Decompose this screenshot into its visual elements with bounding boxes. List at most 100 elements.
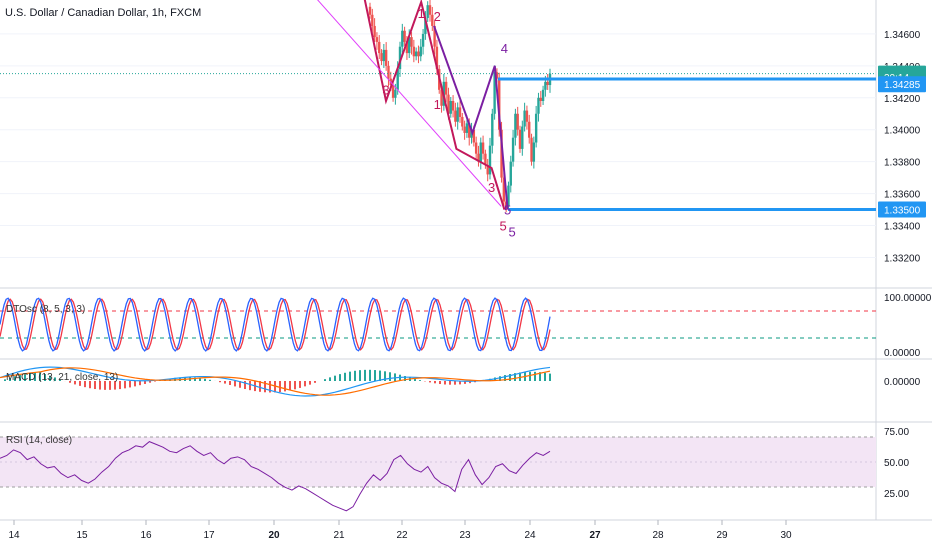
- wave_red-line[interactable]: [363, 0, 506, 210]
- candle-body: [396, 69, 399, 90]
- candle-body: [493, 72, 496, 114]
- candle-body: [398, 46, 402, 70]
- candle-body: [378, 41, 381, 54]
- candle-body: [454, 110, 457, 122]
- candle-body: [391, 85, 395, 98]
- price-label-box: [878, 76, 926, 93]
- candle-body: [461, 116, 464, 127]
- candle-body: [509, 161, 512, 186]
- candle-body: [384, 49, 388, 66]
- candle-body: [537, 97, 540, 114]
- candle-body: [456, 107, 459, 122]
- candle-body: [479, 142, 482, 162]
- candle-body: [424, 17, 427, 34]
- candle-body: [371, 14, 374, 26]
- candle-body: [440, 89, 443, 106]
- stoch-k-line: [0, 297, 551, 352]
- time-tick-label: 17: [203, 530, 215, 541]
- candle-body: [373, 25, 376, 38]
- wave-label: 5: [500, 218, 507, 233]
- time-tick-label: 23: [459, 530, 471, 541]
- candle-body: [410, 37, 413, 47]
- candle-body: [387, 65, 390, 79]
- candle-body: [500, 129, 503, 178]
- price-label: 1.33500: [884, 206, 921, 217]
- rsi-pane[interactable]: [0, 441, 551, 512]
- candle-body: [518, 129, 522, 149]
- candle-body: [507, 185, 510, 207]
- time-tick-label: 28: [652, 530, 664, 541]
- trendline-line[interactable]: [312, 0, 502, 207]
- chart-title: U.S. Dollar / Canadian Dollar, 1h, FXCM: [5, 7, 201, 19]
- time-tick-label: 24: [524, 530, 536, 541]
- time-tick-label: 21: [333, 530, 345, 541]
- candle-body: [447, 94, 450, 114]
- candle-body: [401, 30, 404, 47]
- time-tick-label: 22: [396, 530, 408, 541]
- candle-body: [514, 113, 517, 138]
- candle-body: [521, 126, 524, 149]
- rsi-tick-label: 50.00: [884, 458, 909, 469]
- rsi-tick-label: 25.00: [884, 489, 909, 500]
- candle-body: [491, 113, 494, 146]
- price-tick-label: 1.33800: [884, 158, 921, 169]
- candle-body: [408, 37, 411, 54]
- candle-body: [532, 142, 536, 162]
- macd-signal-line: [0, 367, 551, 396]
- candle-body: [511, 137, 515, 162]
- candle-body: [495, 72, 499, 79]
- price-tick-label: 1.33400: [884, 222, 921, 233]
- candle-body: [484, 153, 487, 165]
- stoch-tick-label: 0.00000: [884, 348, 921, 359]
- stoch-label: DTOsc (8, 5, 3, 3): [6, 304, 85, 315]
- macd-tick-label: 0.00000: [884, 377, 921, 388]
- wave-label: 5: [508, 225, 515, 240]
- candle-body: [405, 41, 409, 54]
- wave-label: 1: [418, 6, 425, 21]
- candle-body: [525, 110, 529, 122]
- candle-body: [449, 100, 452, 114]
- time-tick-label: 16: [140, 530, 152, 541]
- candle-body: [488, 145, 492, 175]
- rsi-tick-label: 75.00: [884, 427, 909, 438]
- price-tick-label: 1.34200: [884, 94, 921, 105]
- candle-body: [403, 30, 406, 42]
- candle-body: [375, 37, 379, 42]
- candle-body: [433, 25, 436, 47]
- candle-body: [468, 123, 471, 138]
- candle-body: [463, 126, 466, 133]
- candle-body: [394, 89, 397, 98]
- candle-body: [516, 113, 519, 130]
- price-tick-label: 1.33200: [884, 253, 921, 264]
- stoch-d-line: [0, 298, 551, 351]
- price-label-box: [878, 201, 926, 218]
- macd-label: MACD (13, 21, close, 13): [6, 372, 118, 383]
- wave-label: 3: [488, 180, 495, 195]
- time-tick-label: 20: [268, 530, 280, 541]
- candle-body: [539, 97, 542, 101]
- stoch-tick-label: 100.00000: [884, 293, 932, 304]
- candle-body: [486, 164, 489, 175]
- candle-body: [472, 129, 476, 143]
- candle-body: [502, 177, 506, 202]
- candle-body: [477, 153, 480, 162]
- rsi-line: [0, 441, 551, 512]
- price-tick-label: 1.33600: [884, 190, 921, 201]
- candle-body: [426, 5, 429, 18]
- wave-label: 1: [434, 97, 441, 112]
- candle-body: [412, 46, 416, 57]
- time-tick-label: 15: [76, 530, 88, 541]
- price-tick-label: 1.34000: [884, 126, 921, 137]
- price-label: 1.34285: [884, 80, 921, 91]
- candle-body: [444, 81, 448, 95]
- candle-body: [470, 129, 473, 138]
- candle-body: [458, 107, 462, 117]
- stoch-pane[interactable]: [0, 297, 551, 352]
- wave-label: 4: [501, 41, 508, 56]
- candle-body: [474, 142, 478, 154]
- wave_purple-line[interactable]: [433, 25, 509, 210]
- macd-line: [0, 366, 551, 397]
- macd-pane[interactable]: [0, 366, 551, 397]
